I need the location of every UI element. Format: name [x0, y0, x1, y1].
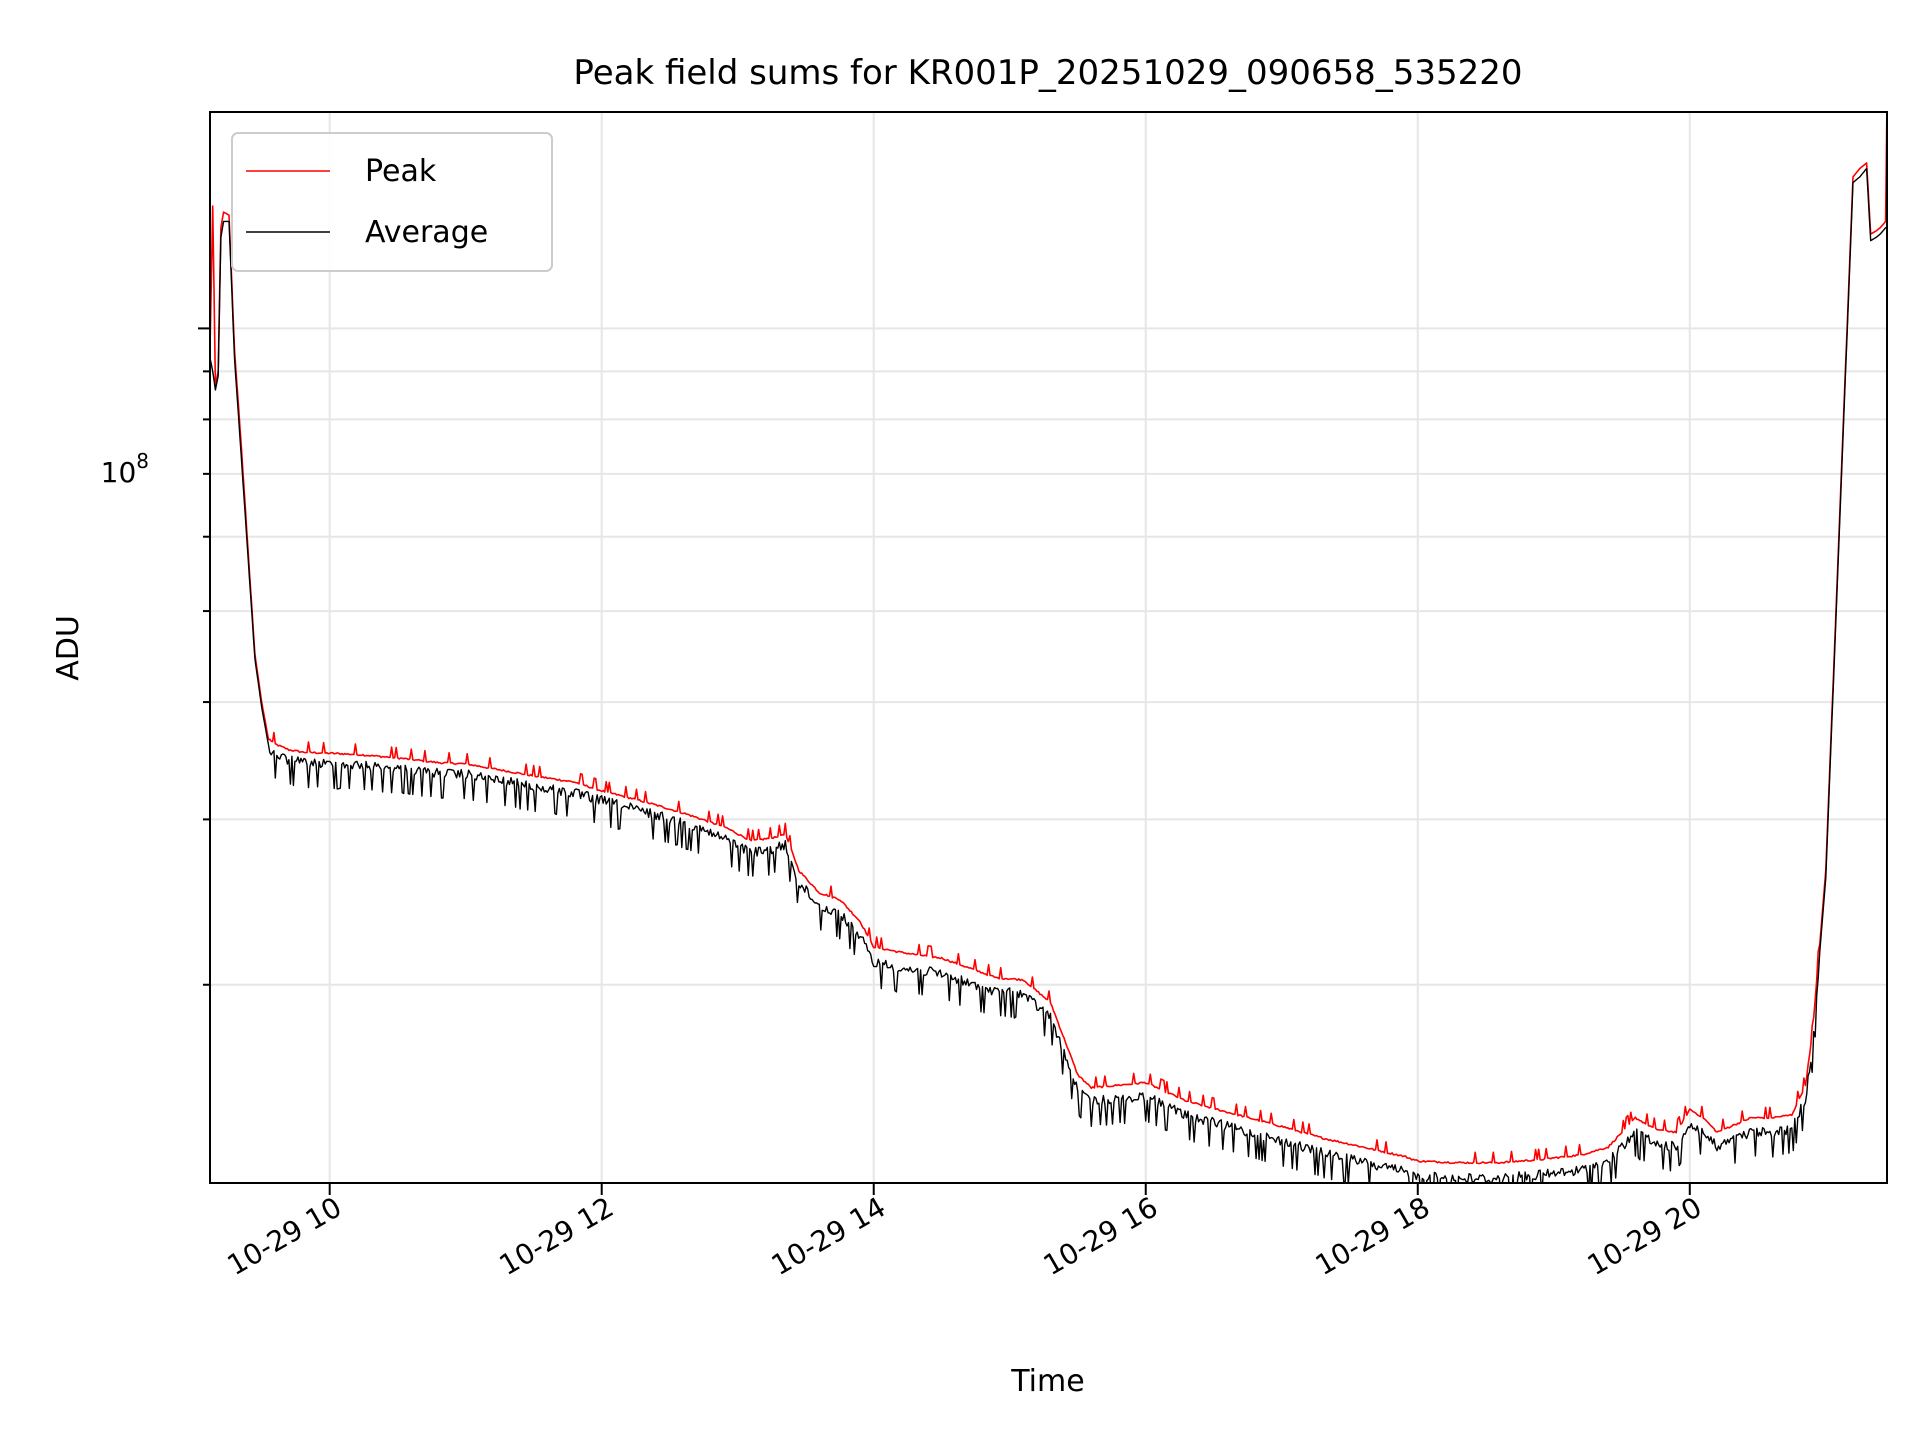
legend: Peak Average	[231, 132, 553, 272]
plot-frame	[209, 111, 1888, 1184]
chart-title: Peak field sums for KR001P_20251029_0906…	[573, 53, 1522, 93]
legend-label-peak: Peak	[365, 154, 437, 189]
series-line-average	[210, 167, 1887, 1183]
series-line-peak	[210, 112, 1887, 1165]
legend-label-average: Average	[365, 215, 488, 250]
legend-box	[231, 132, 553, 272]
y-axis-label: ADU	[51, 615, 86, 681]
series-lines	[210, 112, 1887, 1183]
x-axis-label: Time	[1010, 1364, 1084, 1399]
y-tick-label-1e8: 108	[101, 449, 149, 489]
grid-lines	[210, 112, 1887, 1183]
